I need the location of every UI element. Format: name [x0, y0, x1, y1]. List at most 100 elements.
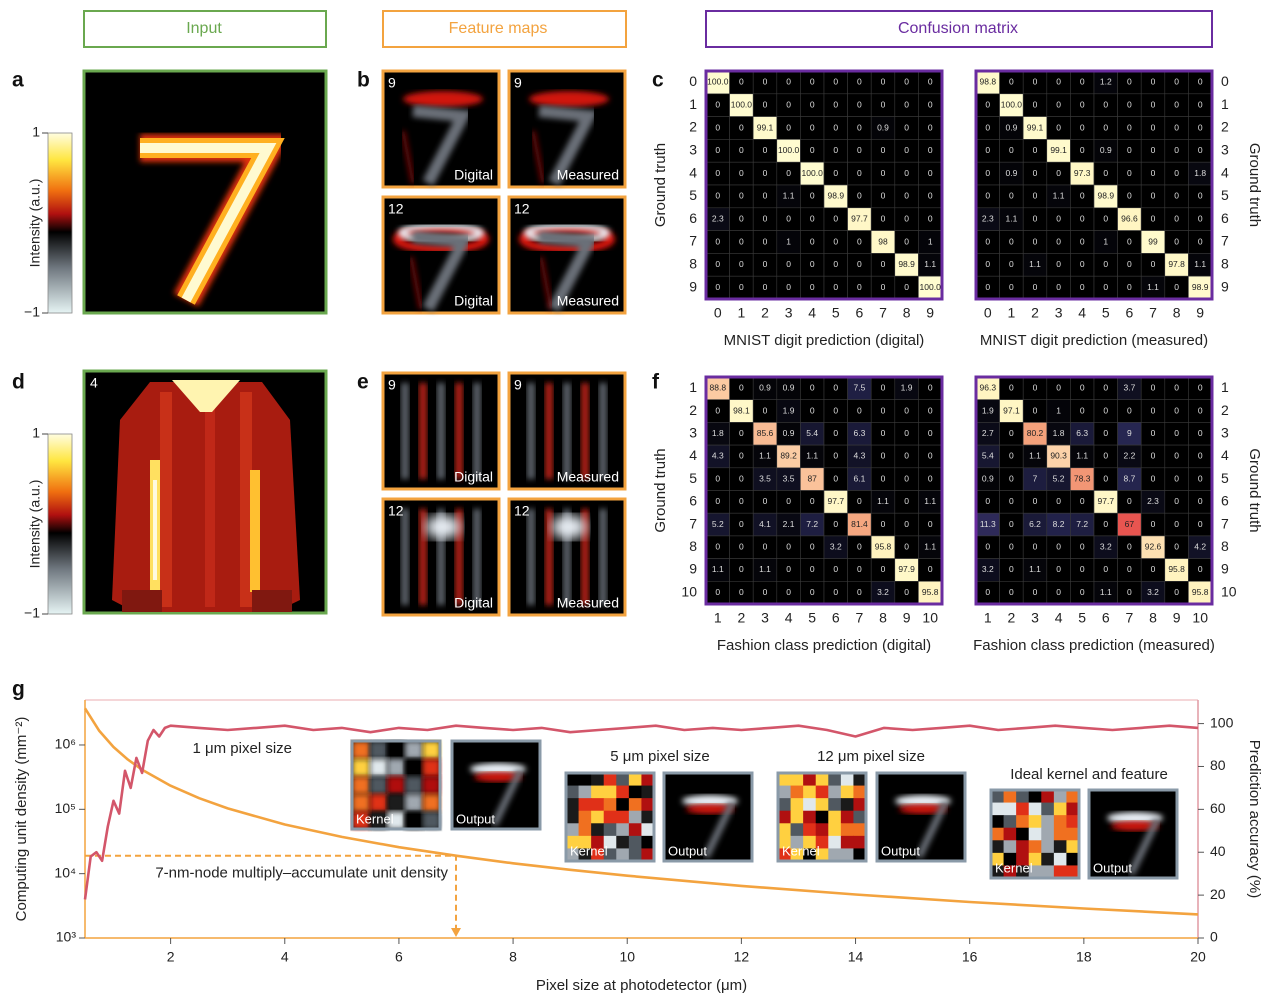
kernel-pixel [1041, 803, 1054, 816]
cell-label: 0 [1103, 519, 1108, 529]
y2-tick-label: 60 [1210, 800, 1226, 816]
x-tick-label: 4 [1055, 610, 1063, 626]
kernel-pixel [405, 776, 423, 794]
y-tick-label: 2 [689, 119, 697, 135]
cell-label: 0 [833, 587, 838, 597]
x-tick-label: 5 [1102, 305, 1110, 321]
tile-caption: Measured [557, 469, 619, 485]
y-tick-label: 5 [689, 187, 697, 203]
cell-label: 1.1 [806, 451, 818, 461]
cell-label: 0 [904, 122, 909, 132]
y-tick-label: 1 [689, 96, 697, 112]
cell-label: 0 [739, 191, 744, 201]
y-tick-label: 5 [1221, 470, 1229, 486]
cell-label: 0 [1009, 191, 1014, 201]
kernel-pixel [1016, 840, 1029, 853]
cell-label: 0.9 [877, 122, 889, 132]
kernel-pixel [1054, 803, 1067, 816]
kernel-pixel [616, 823, 629, 836]
feature-stroke [419, 383, 427, 479]
cell-label: 1.1 [1005, 213, 1017, 223]
cell-label: 0 [1103, 213, 1108, 223]
cell-label: 0 [1151, 383, 1156, 393]
cell-label: 0 [1127, 282, 1132, 292]
cell-label: 87 [807, 473, 817, 483]
x-tick-label: 1 [738, 305, 746, 321]
header: Feature maps [449, 20, 548, 37]
tile-label: 12 [514, 201, 530, 217]
cell-label: 0 [1151, 564, 1156, 574]
cell-label: 95.8 [1168, 564, 1185, 574]
cell-label: 0 [928, 451, 933, 461]
y-tick-label: 2 [689, 402, 697, 418]
feature-glow [529, 91, 609, 107]
cell-label: 0 [1033, 168, 1038, 178]
kernel-pixel [991, 790, 1004, 803]
cell-label: 0 [1174, 587, 1179, 597]
cell-label: 0 [881, 168, 886, 178]
cell-label: 0 [739, 473, 744, 483]
inset-title: 5 μm pixel size [610, 748, 710, 765]
cell-label: 100.0 [778, 145, 800, 155]
kernel-pixel [1054, 840, 1067, 853]
y-tick-label: 3 [1221, 424, 1229, 440]
x-tick-label: 8 [1173, 305, 1181, 321]
y-tick-label: 0 [1221, 73, 1229, 89]
cell-label: 1.9 [982, 405, 994, 415]
cell-label: 0 [739, 587, 744, 597]
x-tick-label: 2 [1008, 610, 1016, 626]
cell-label: 4.1 [759, 519, 771, 529]
cell-label: 0 [1080, 542, 1085, 552]
cell-label: 0 [810, 191, 815, 201]
cell-label: 0 [904, 282, 909, 292]
y-tick-label: 7 [1221, 233, 1229, 249]
cell-label: 0 [881, 282, 886, 292]
cell-label: 0 [1033, 99, 1038, 109]
x-tick-label: 2 [738, 610, 746, 626]
cell-label: 0 [904, 451, 909, 461]
kernel-pixel [1041, 815, 1054, 828]
kernel-pixel [387, 794, 405, 812]
cell-label: 7.2 [806, 519, 818, 529]
y-tick-label: 6 [1221, 210, 1229, 226]
cell-label: 0 [928, 77, 933, 87]
confusion-matrix: 96.3000003.70001.997.1010000002.7080.21.… [973, 377, 1263, 654]
kernel-pixel [778, 798, 791, 811]
feature-map: 9Measured [509, 71, 625, 187]
cell-label: 0 [1198, 451, 1203, 461]
cell-label: 0 [833, 259, 838, 269]
cell-label: 0 [857, 282, 862, 292]
cell-label: 97.9 [898, 564, 915, 574]
cell-label: 98.9 [898, 259, 915, 269]
y-axis-title: Computing unit density (mm⁻²) [13, 717, 30, 922]
cell-label: 0 [739, 168, 744, 178]
inset-title: 1 μm pixel size [192, 740, 292, 757]
kernel-pixel [803, 798, 816, 811]
kernel-pixel [1004, 803, 1017, 816]
cell-label: 0 [1198, 213, 1203, 223]
kernel-pixel [841, 773, 854, 786]
cell-label: 0 [904, 473, 909, 483]
x-axis-title: MNIST digit prediction (digital) [724, 332, 925, 349]
kernel-label: Kernel [356, 811, 394, 826]
kernel-pixel [803, 811, 816, 824]
cell-label: 0 [1009, 496, 1014, 506]
cell-label: 0 [715, 168, 720, 178]
cell-label: 0 [1056, 236, 1061, 246]
y-tick-label: 7 [689, 515, 697, 531]
cell-label: 0 [1103, 428, 1108, 438]
kernel-label: Kernel [782, 843, 820, 858]
cell-label: 0 [1174, 282, 1179, 292]
x-tick-label: 9 [903, 610, 911, 626]
cell-label: 0 [1127, 236, 1132, 246]
cell-label: 0 [1080, 122, 1085, 132]
kernel-pixel [1004, 790, 1017, 803]
cell-label: 0 [1174, 236, 1179, 246]
kernel-pixel [352, 741, 370, 759]
feature-map: 12Digital [383, 499, 499, 615]
annotation: 7-nm-node multiply–accumulate unit densi… [155, 865, 448, 882]
kernel-pixel [604, 798, 617, 811]
cell-label: 0 [857, 191, 862, 201]
cell-label: 0 [810, 259, 815, 269]
kernel-pixel [841, 798, 854, 811]
